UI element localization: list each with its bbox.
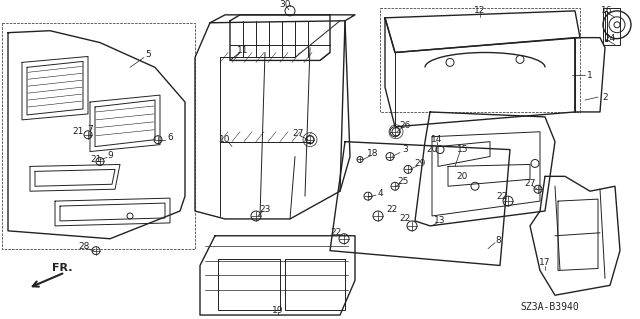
Text: 23: 23 <box>259 204 271 213</box>
Text: 3: 3 <box>402 145 408 154</box>
Text: 30: 30 <box>279 0 291 10</box>
Text: 4: 4 <box>377 189 383 198</box>
Text: 22: 22 <box>330 228 342 237</box>
Text: 13: 13 <box>435 216 445 226</box>
Text: 15: 15 <box>457 145 468 154</box>
Text: 28: 28 <box>78 242 90 251</box>
Text: 10: 10 <box>220 135 231 144</box>
Text: 1: 1 <box>587 71 593 80</box>
Text: 25: 25 <box>397 177 409 186</box>
Text: 7: 7 <box>87 125 93 134</box>
Text: 21: 21 <box>90 155 102 164</box>
Text: 5: 5 <box>145 50 151 59</box>
Text: 9: 9 <box>107 151 113 160</box>
Text: 22: 22 <box>387 204 397 213</box>
Text: FR.: FR. <box>52 263 72 273</box>
Text: 26: 26 <box>399 121 411 130</box>
Text: 17: 17 <box>540 258 551 267</box>
Text: 19: 19 <box>272 306 284 315</box>
Text: 22: 22 <box>399 214 411 223</box>
Text: 27: 27 <box>292 129 304 138</box>
Text: 20: 20 <box>426 145 438 154</box>
Text: 18: 18 <box>367 149 379 158</box>
Text: 2: 2 <box>602 93 608 101</box>
Text: 24: 24 <box>604 34 616 43</box>
Text: 8: 8 <box>495 236 501 245</box>
Text: 16: 16 <box>601 6 612 15</box>
Text: 14: 14 <box>431 135 443 144</box>
Text: SZ3A-B3940: SZ3A-B3940 <box>520 302 579 312</box>
Text: 21: 21 <box>72 127 84 136</box>
Text: 20: 20 <box>456 172 468 181</box>
Text: 27: 27 <box>524 179 536 188</box>
Text: 12: 12 <box>474 6 486 15</box>
Text: 29: 29 <box>414 159 426 168</box>
Text: 6: 6 <box>167 133 173 142</box>
Text: 11: 11 <box>237 46 249 55</box>
Text: 22: 22 <box>497 192 508 201</box>
